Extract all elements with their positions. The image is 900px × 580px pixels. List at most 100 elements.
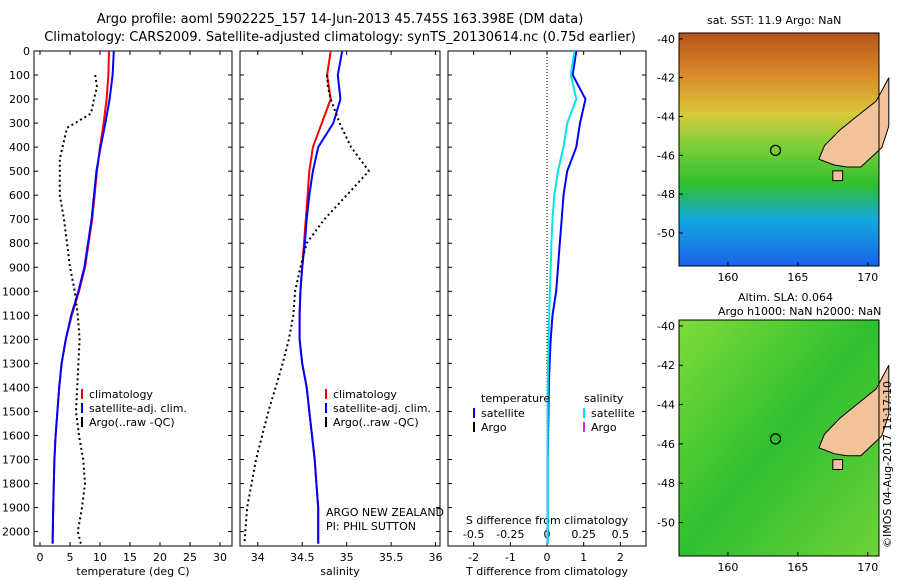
xtick-label-temperature: 30 <box>213 551 227 564</box>
xtick-label-salinity: 34 <box>251 551 265 564</box>
land-stewart-island <box>832 170 844 182</box>
ytick-label: 1300 <box>2 357 30 370</box>
sst-map-title: sat. SST: 11.9 Argo: NaN <box>707 14 842 27</box>
xtick-label-difference: 2 <box>617 551 624 564</box>
ytick-label: 100 <box>9 69 30 82</box>
legend-label: satellite <box>481 407 525 420</box>
xtick-label-temperature: 10 <box>93 551 107 564</box>
ytick-label: 200 <box>9 93 30 106</box>
series-Argo(..raw -QC) <box>243 74 371 544</box>
ytick-label: 1200 <box>2 333 30 346</box>
ytick-label: 0 <box>23 45 30 58</box>
map-xtick-label: 165 <box>787 271 808 284</box>
argo-position-marker <box>769 433 782 445</box>
xtick-label-temperature: 5 <box>67 551 74 564</box>
ytick-label: 400 <box>9 141 30 154</box>
map-ytick-label: -46 <box>657 438 675 451</box>
xlabel-temperature: temperature (deg C) <box>76 565 189 578</box>
x2tick-label: 0.5 <box>612 528 630 541</box>
map-xtick-label: 170 <box>857 561 878 574</box>
map-frame <box>678 319 880 557</box>
xtick-label-difference: 0 <box>544 551 551 564</box>
map-sla: -40 -42 -44 -46 -48 -50 160 165 170 <box>657 319 890 574</box>
legend-label: Argo <box>591 421 617 434</box>
legend-label: Argo <box>481 421 507 434</box>
ytick-label: 1700 <box>2 453 30 466</box>
series-salinity satellite <box>546 50 578 544</box>
legend-title-salinity: salinity <box>584 392 624 405</box>
map-ytick-label: -42 <box>657 72 675 85</box>
legend-title-temperature: temperature <box>481 392 550 405</box>
xtick-label-salinity: 34.5 <box>290 551 315 564</box>
xtick-label-temperature: 15 <box>123 551 137 564</box>
map-ytick-label: -40 <box>657 320 675 333</box>
series-climatology <box>51 50 110 544</box>
ytick-label: 1100 <box>2 309 30 322</box>
ytick-label: 2000 <box>2 526 30 539</box>
xtick-label-salinity: 35.5 <box>379 551 404 564</box>
xtick-label-temperature: 0 <box>37 551 44 564</box>
xtick-label-temperature: 25 <box>183 551 197 564</box>
ytick-label: 1000 <box>2 285 30 298</box>
legend-label: satellite-adj. clim. <box>333 402 431 415</box>
x2tick-label: -0.25 <box>496 528 524 541</box>
xtick-label-temperature: 20 <box>153 551 167 564</box>
annotation-line: ARGO NEW ZEALAND <box>326 506 444 519</box>
xtick-label-salinity: 36 <box>429 551 443 564</box>
ytick-label: 1600 <box>2 429 30 442</box>
x2tick-label: -0.5 <box>463 528 484 541</box>
panel-frame-salinity <box>239 50 441 547</box>
map-ytick-label: -40 <box>657 33 675 46</box>
legend-label: Argo(..raw -QC) <box>333 416 419 429</box>
title-line-2: Climatology: CARS2009. Satellite-adjuste… <box>44 30 636 45</box>
sla-map-title-1: Altim. SLA: 0.064 <box>738 291 834 304</box>
map-ytick-label: -50 <box>657 517 675 530</box>
xtick-label-salinity: 35 <box>340 551 354 564</box>
map-xtick-label: 165 <box>787 561 808 574</box>
legend-label: satellite-adj. clim. <box>89 402 187 415</box>
xtick-label-difference: -2 <box>468 551 479 564</box>
map-ytick-label: -48 <box>657 188 675 201</box>
ytick-label: 700 <box>9 213 30 226</box>
ytick-label: 500 <box>9 165 30 178</box>
annotation-line: PI: PHIL SUTTON <box>326 520 416 533</box>
ytick-label: 1900 <box>2 502 30 515</box>
ytick-label: 1800 <box>2 478 30 491</box>
ytick-label: 900 <box>9 261 30 274</box>
ytick-label: 1500 <box>2 405 30 418</box>
land-south-island <box>818 364 890 457</box>
legend-label: climatology <box>89 388 153 401</box>
imos-stamp: ©IMOS 04-Aug-2017 11:17:10 <box>881 381 894 548</box>
map-xtick-label: 160 <box>717 561 738 574</box>
ytick-label: 1400 <box>2 381 30 394</box>
legend-label: satellite <box>591 407 635 420</box>
ytick-label: 600 <box>9 189 30 202</box>
panel-difference: -2 -1 0 1 2T difference from climatology -0.5… <box>447 50 647 578</box>
land-south-island <box>818 77 890 168</box>
xlabel-salinity: salinity <box>320 565 360 578</box>
series-Argo(..raw -QC) <box>58 74 99 544</box>
map-xtick-label: 170 <box>857 271 878 284</box>
legend-label: climatology <box>333 388 397 401</box>
panel-salinity: 34 34.5 35 35.5 36 salinity climatologysatelli… <box>239 50 444 578</box>
panel-frame-temperature <box>33 50 233 547</box>
legend-label: Argo(..raw -QC) <box>89 416 175 429</box>
map-ytick-label: -46 <box>657 149 675 162</box>
ytick-label: 300 <box>9 117 30 130</box>
sla-map-title-2: Argo h1000: NaN h2000: NaN <box>718 305 882 318</box>
x2tick-label: 0.25 <box>571 528 596 541</box>
map-ytick-label: -42 <box>657 359 675 372</box>
map-ytick-label: -44 <box>657 399 675 412</box>
land-stewart-island <box>832 459 844 470</box>
map-sst: -40 -42 -44 -46 -48 -50 160 165 170 <box>657 32 890 284</box>
ytick-label: 800 <box>9 237 30 250</box>
panel-temperature: 0100200300400500600700800900100011001200… <box>2 45 233 578</box>
map-ytick-label: -44 <box>657 110 675 123</box>
argo-position-marker <box>769 144 782 156</box>
xlabel-difference: T difference from climatology <box>465 565 628 578</box>
map-ytick-label: -50 <box>657 227 675 240</box>
map-frame <box>678 32 880 267</box>
title-line-1: Argo profile: aoml 5902225_157 14-Jun-20… <box>96 12 584 27</box>
series-satellite-adj. clim. <box>51 50 115 544</box>
